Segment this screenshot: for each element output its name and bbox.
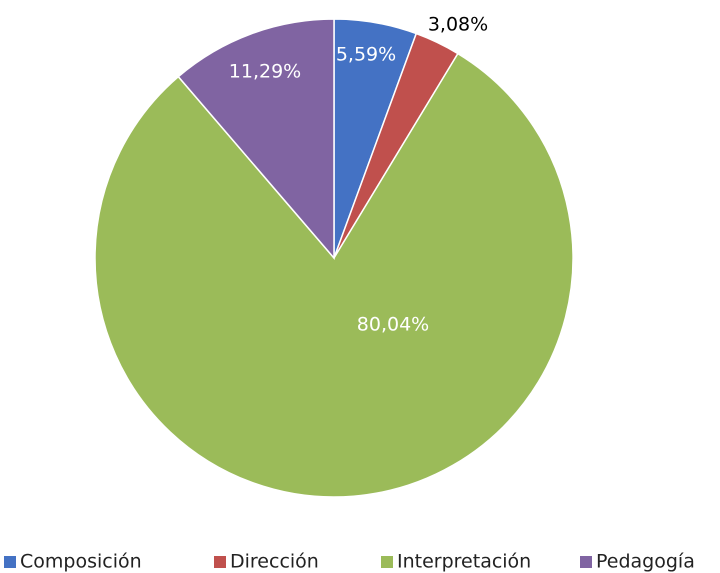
- legend-swatch: [214, 556, 226, 568]
- legend-swatch: [4, 556, 16, 568]
- data-label: 3,08%: [428, 14, 488, 36]
- data-label: 80,04%: [357, 314, 429, 336]
- legend-swatch: [381, 556, 393, 568]
- legend-swatch: [580, 556, 592, 568]
- pie-slice: [94, 52, 574, 498]
- pie-slice: [177, 18, 335, 261]
- legend-label: Pedagogía: [596, 551, 695, 573]
- legend-label: Interpretación: [397, 551, 531, 573]
- legend-label: Composición: [20, 551, 142, 573]
- legend-label: Dirección: [230, 551, 319, 573]
- data-label: 5,59%: [336, 44, 396, 66]
- data-label: 11,29%: [229, 61, 301, 83]
